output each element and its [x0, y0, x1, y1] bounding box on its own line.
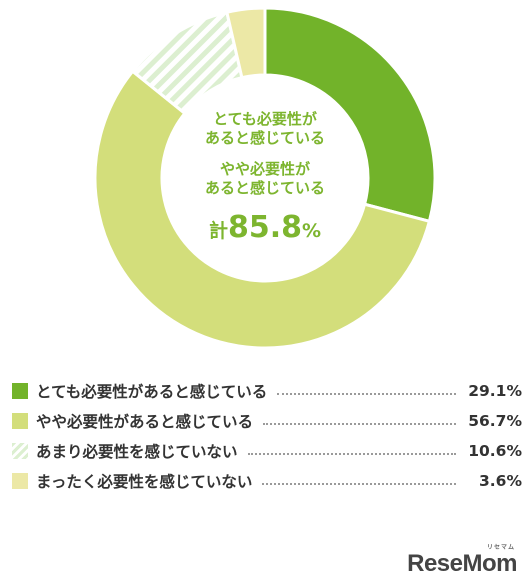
legend-item: あまり必要性を感じていない 10.6% [12, 436, 522, 466]
leader-dots [263, 423, 456, 425]
resemom-logo: ReseMom リセマム [407, 545, 517, 578]
legend-value: 56.7% [468, 412, 522, 430]
brand-name: ReseMom [407, 550, 517, 577]
total-prefix: 計 [208, 220, 228, 242]
legend-label: とても必要性があると感じている [36, 383, 268, 401]
leader-dots [262, 483, 456, 485]
legend-label: やや必要性があると感じている [36, 413, 254, 431]
leader-dots [247, 453, 456, 455]
donut-slice-2 [93, 69, 432, 350]
legend-label: まったく必要性を感じていない [36, 473, 253, 491]
total-value: 85.8 [227, 210, 302, 245]
legend-swatch [12, 383, 28, 399]
center-label-very: とても必要性が あると感じている [165, 110, 365, 148]
legend-item: とても必要性があると感じている 29.1% [12, 376, 522, 406]
center-line-1b: あると感じている [204, 129, 325, 147]
legend-item: やや必要性があると感じている 56.7% [12, 406, 522, 436]
center-line-1a: とても必要性が [213, 110, 317, 128]
legend-swatch [12, 473, 28, 489]
total-suffix: % [302, 220, 322, 242]
center-label-somewhat: やや必要性が あると感じている [165, 160, 365, 198]
legend-swatch [12, 413, 28, 429]
legend-value: 29.1% [468, 382, 522, 400]
legend-swatch [12, 443, 28, 459]
donut-slice-1 [263, 6, 437, 224]
legend-item: まったく必要性を感じていない 3.6% [12, 466, 522, 496]
center-line-2b: あると感じている [204, 179, 325, 197]
legend: とても必要性があると感じている 29.1% やや必要性があると感じている 56.7% あ… [12, 376, 522, 496]
legend-value: 3.6% [479, 472, 522, 490]
donut-slice-4 [225, 6, 267, 80]
brand-kana: リセマム [486, 545, 515, 551]
center-line-2a: やや必要性が [219, 160, 310, 178]
leader-dots [277, 393, 456, 395]
donut-svg [93, 6, 437, 350]
center-total: 計85.8% [165, 210, 365, 249]
legend-label: あまり必要性を感じていない [36, 443, 238, 461]
donut-chart: とても必要性が あると感じている やや必要性が あると感じている 計85.8% [93, 6, 437, 350]
legend-value: 10.6% [468, 442, 522, 460]
